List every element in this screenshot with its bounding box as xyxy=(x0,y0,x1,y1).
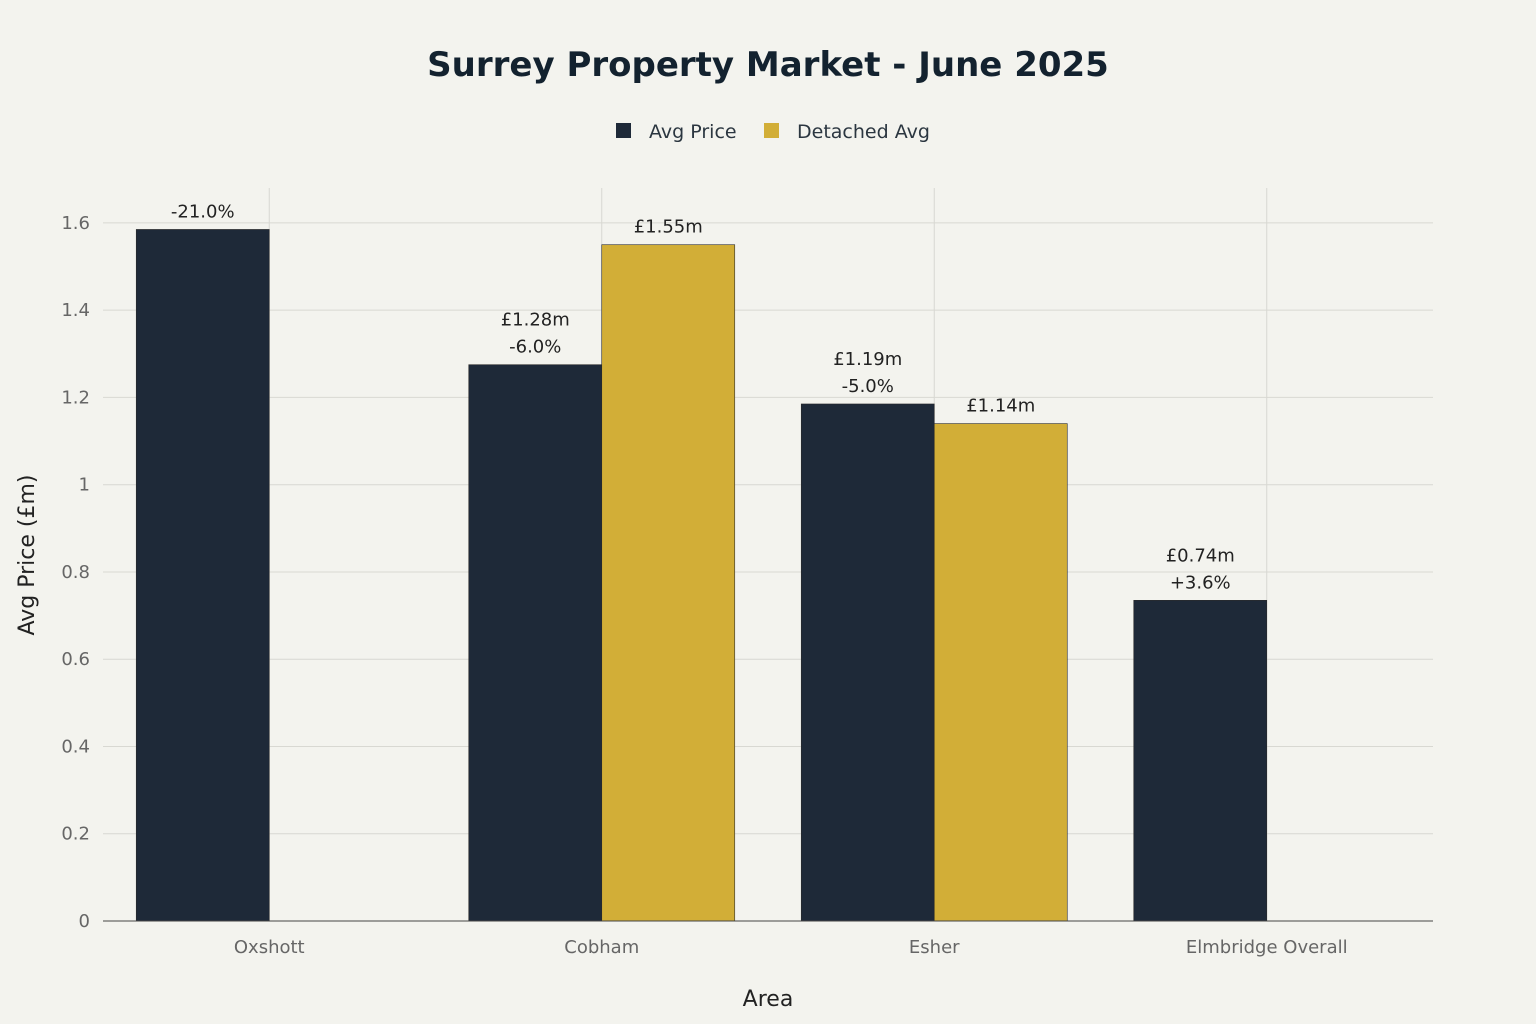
chart-title: Surrey Property Market - June 2025 xyxy=(427,45,1109,85)
data-label-detached-avg-cobham: £1.55m xyxy=(634,217,703,238)
data-label-avg-price-oxshott: -21.0% xyxy=(171,201,235,222)
y-tick-label: 0 xyxy=(79,911,90,932)
legend-swatch-avg-price xyxy=(616,123,631,138)
legend-label-avg-price: Avg Price xyxy=(649,121,737,143)
x-tick-label-cobham: Cobham xyxy=(564,937,639,958)
axes: 0 0.2 0.4 0.6 0.8 1 1.2 1.4 1.6 Oxshott Cobham Eshe… xyxy=(61,213,1433,958)
data-label-avg-price-cobham: £1.28m xyxy=(501,310,570,331)
bar-avg-price-elmbridge-overall xyxy=(1133,600,1268,922)
bar-detached-avg-cobham xyxy=(601,244,736,922)
data-label-avg-price-elmbridge-overall: £0.74m xyxy=(1166,545,1235,566)
bar-avg-price-oxshott xyxy=(135,229,270,922)
y-tick-label: 1.2 xyxy=(61,387,90,408)
data-label-avg-price-esher: £1.19m xyxy=(833,349,902,370)
x-axis-title: Area xyxy=(743,987,794,1012)
bar-avg-price-cobham xyxy=(468,364,603,922)
x-tick-label-oxshott: Oxshott xyxy=(234,937,305,958)
x-tick-label-esher: Esher xyxy=(909,937,960,958)
data-label-avg-price-esher: -5.0% xyxy=(842,376,894,397)
legend-label-detached-avg: Detached Avg xyxy=(797,121,930,143)
y-tick-label: 0.6 xyxy=(61,649,90,670)
y-tick-label: 0.8 xyxy=(61,562,90,583)
data-label-avg-price-elmbridge-overall: +3.6% xyxy=(1170,572,1231,593)
data-label-avg-price-cobham: -6.0% xyxy=(509,337,561,358)
legend-swatch-detached-avg xyxy=(764,123,779,138)
grid xyxy=(103,188,1433,921)
legend: Avg Price Detached Avg xyxy=(616,121,930,143)
y-tick-label: 0.2 xyxy=(61,824,90,845)
bar-detached-avg-esher xyxy=(933,423,1068,922)
y-axis-title: Avg Price (£m) xyxy=(15,475,40,636)
data-label-detached-avg-esher: £1.14m xyxy=(966,396,1035,417)
data-labels: -21.0% £1.28m -6.0% £1.19m -5.0% £0.74m +3.6% £… xyxy=(171,201,1235,593)
bars xyxy=(135,229,1268,922)
x-tick-label-elmbridge-overall: Elmbridge Overall xyxy=(1186,937,1348,958)
y-tick-label: 0.4 xyxy=(61,736,90,757)
y-tick-label: 1.4 xyxy=(61,300,90,321)
bar-avg-price-esher xyxy=(800,403,935,922)
y-tick-label: 1.6 xyxy=(61,213,90,234)
y-tick-label: 1 xyxy=(79,475,90,496)
